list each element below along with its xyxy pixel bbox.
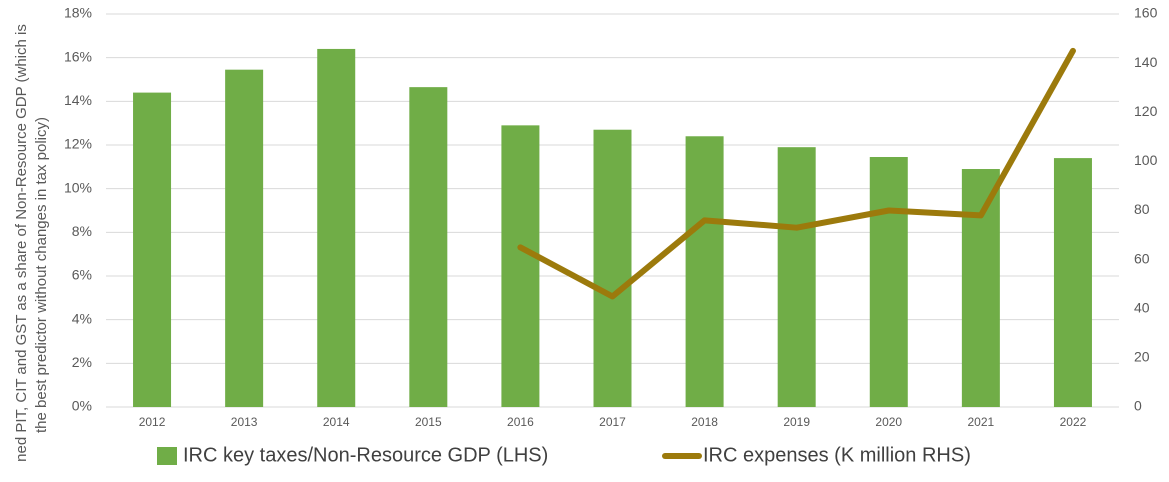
y2-tick-label: 80 — [1134, 201, 1150, 217]
y2-tick-label: 160 — [1134, 5, 1158, 21]
bar — [501, 125, 540, 407]
y-tick-label: 14% — [64, 92, 92, 108]
x-tick-label: 2017 — [599, 415, 626, 429]
y-tick-label: 12% — [64, 136, 92, 152]
y-axis-label: the best predictor without changes in ta… — [33, 117, 50, 433]
y-axis-label: ned PIT, CIT and GST as a share of Non-R… — [13, 24, 30, 462]
x-tick-label: 2020 — [875, 415, 902, 429]
bar — [869, 157, 908, 407]
bar — [225, 69, 264, 408]
y2-tick-label: 140 — [1134, 54, 1158, 70]
bar — [317, 48, 356, 407]
y-tick-label: 2% — [72, 354, 92, 370]
y-tick-label: 8% — [72, 223, 92, 239]
bar — [409, 87, 448, 408]
y-tick-label: 4% — [72, 310, 92, 326]
y2-tick-label: 60 — [1134, 250, 1150, 266]
x-tick-label: 2014 — [323, 415, 350, 429]
y-tick-label: 0% — [72, 398, 92, 414]
x-tick-label: 2015 — [415, 415, 442, 429]
y2-tick-label: 40 — [1134, 299, 1150, 315]
y2-tick-label: 100 — [1134, 152, 1158, 168]
legend-label: IRC expenses (K million RHS) — [703, 444, 971, 466]
bar — [777, 147, 816, 407]
x-tick-label: 2018 — [691, 415, 718, 429]
y-tick-label: 16% — [64, 48, 92, 64]
y-tick-label: 10% — [64, 179, 92, 195]
x-tick-label: 2019 — [783, 415, 810, 429]
bar — [1053, 158, 1092, 407]
y-tick-label: 6% — [72, 267, 92, 283]
x-tick-label: 2016 — [507, 415, 534, 429]
y2-tick-label: 0 — [1134, 398, 1142, 414]
y2-tick-label: 120 — [1134, 103, 1158, 119]
x-tick-label: 2022 — [1060, 415, 1087, 429]
y-tick-label: 18% — [64, 5, 92, 21]
bar — [133, 92, 172, 407]
bar — [685, 136, 724, 407]
legend-swatch — [157, 447, 177, 465]
x-tick-label: 2012 — [139, 415, 166, 429]
bar — [961, 169, 1000, 407]
y2-tick-label: 20 — [1134, 349, 1150, 365]
line — [517, 47, 1076, 300]
x-tick-label: 2021 — [968, 415, 995, 429]
bar — [593, 129, 632, 407]
x-tick-label: 2013 — [231, 415, 258, 429]
legend-label: IRC key taxes/Non-Resource GDP (LHS) — [183, 444, 548, 466]
